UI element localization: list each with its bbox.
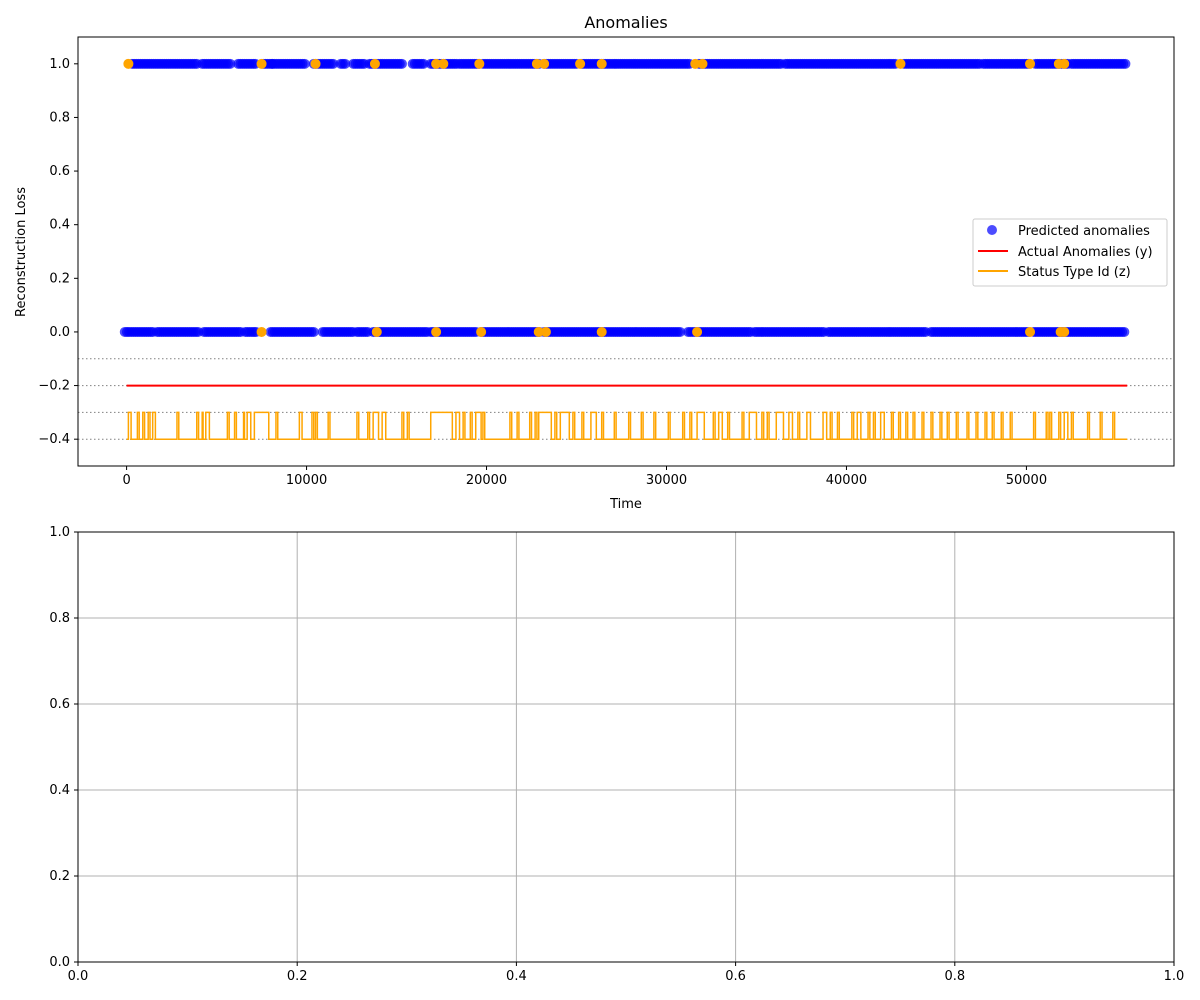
predicted-anomalies-series — [119, 58, 1131, 337]
highlight-point — [697, 58, 708, 69]
highlight-point — [256, 326, 267, 337]
highlight-point — [438, 58, 449, 69]
y-axis-label: Reconstruction Loss — [14, 187, 29, 317]
y-tick-label: −0.2 — [38, 379, 70, 394]
legend-label-actual: Actual Anomalies (y) — [1018, 245, 1153, 260]
x-tick-label: 1.0 — [1164, 969, 1185, 984]
x-tick-label: 0.2 — [287, 969, 308, 984]
y-tick-label: 1.0 — [49, 57, 70, 72]
highlight-point — [1025, 58, 1036, 69]
highlight-point — [575, 58, 586, 69]
x-tick-label: 0 — [122, 473, 130, 488]
highlight-point — [474, 58, 485, 69]
y-axis-ticks-2: 0.0 0.2 0.4 0.6 0.8 1.0 — [49, 525, 78, 970]
x-axis-label: Time — [609, 497, 642, 512]
legend-box — [972, 218, 1168, 287]
y-tick-label: 0.0 — [49, 325, 70, 340]
status-type-line — [126, 411, 1128, 440]
predicted-point — [225, 58, 236, 69]
highlight-point — [533, 326, 544, 337]
plot-frame — [77, 36, 1175, 467]
highlight-point — [531, 58, 542, 69]
x-tick-label: 40000 — [826, 473, 867, 488]
x-tick-label: 50000 — [1006, 473, 1047, 488]
highlight-point — [540, 326, 551, 337]
legend: Predicted anomalies Actual Anomalies (y)… — [972, 218, 1168, 287]
legend-marker-predicted — [987, 225, 997, 235]
highlight-point — [539, 58, 550, 69]
highlight-point — [596, 58, 607, 69]
y-axis-ticks: 1.0 0.8 0.6 0.4 0.2 0.0 −0.2 −0.4 — [38, 57, 78, 447]
y-tick-label: 0.6 — [49, 697, 70, 712]
x-tick-label: 20000 — [466, 473, 507, 488]
highlight-point — [256, 58, 267, 69]
y-tick-label: 0.2 — [49, 271, 70, 286]
x-tick-label: 30000 — [646, 473, 687, 488]
predicted-point — [396, 58, 407, 69]
highlight-point — [431, 326, 442, 337]
anomalies-plot: Anomalies 0 10000 20000 30000 40000 50000 1.0… — [14, 13, 1175, 512]
y-tick-label: 0.4 — [49, 218, 70, 233]
y-tick-label: 0.8 — [49, 110, 70, 125]
empty-grid-plot: 0.0 0.2 0.4 0.6 0.8 1.0 0.0 0.2 0.4 0.6 0.8 1.0 — [49, 525, 1184, 984]
predicted-point — [1119, 326, 1130, 337]
y-tick-label: 0.8 — [49, 611, 70, 626]
highlight-point — [431, 58, 442, 69]
highlight-point — [123, 58, 134, 69]
highlight-point — [1025, 326, 1036, 337]
x-axis-ticks-2: 0.0 0.2 0.4 0.6 0.8 1.0 — [68, 962, 1185, 984]
chart-title: Anomalies — [584, 13, 667, 32]
highlight-point — [690, 58, 701, 69]
y-tick-label: 0.4 — [49, 783, 70, 798]
legend-label-predicted: Predicted anomalies — [1018, 224, 1150, 239]
x-tick-label: 0.8 — [944, 969, 965, 984]
legend-label-status: Status Type Id (z) — [1018, 265, 1131, 280]
highlight-point — [1059, 326, 1070, 337]
predicted-point — [328, 58, 339, 69]
highlight-point — [596, 326, 607, 337]
y-tick-label: 1.0 — [49, 525, 70, 540]
y-tick-label: 0.2 — [49, 869, 70, 884]
highlight-points — [123, 58, 1070, 337]
x-tick-label: 0.6 — [725, 969, 746, 984]
predicted-point — [340, 58, 351, 69]
highlight-point — [371, 326, 382, 337]
highlight-point — [692, 326, 703, 337]
y-tick-label: 0.0 — [49, 955, 70, 970]
plot-frame-2 — [77, 531, 1175, 963]
y-tick-label: 0.6 — [49, 164, 70, 179]
highlight-point — [1059, 58, 1070, 69]
highlight-point — [895, 58, 906, 69]
predicted-point — [299, 58, 310, 69]
x-tick-label: 10000 — [286, 473, 327, 488]
predicted-point — [418, 58, 429, 69]
highlight-point — [310, 58, 321, 69]
predicted-point — [1120, 58, 1131, 69]
predicted-point — [675, 326, 686, 337]
x-tick-label: 0.4 — [506, 969, 527, 984]
predicted-point — [308, 326, 319, 337]
y-tick-label: −0.4 — [38, 432, 70, 447]
status-type-series — [126, 411, 1128, 440]
x-tick-label: 0.0 — [68, 969, 89, 984]
grid-lines — [77, 531, 1175, 963]
x-axis-ticks: 0 10000 20000 30000 40000 50000 — [122, 466, 1047, 488]
highlight-point — [476, 326, 487, 337]
highlight-point — [369, 58, 380, 69]
